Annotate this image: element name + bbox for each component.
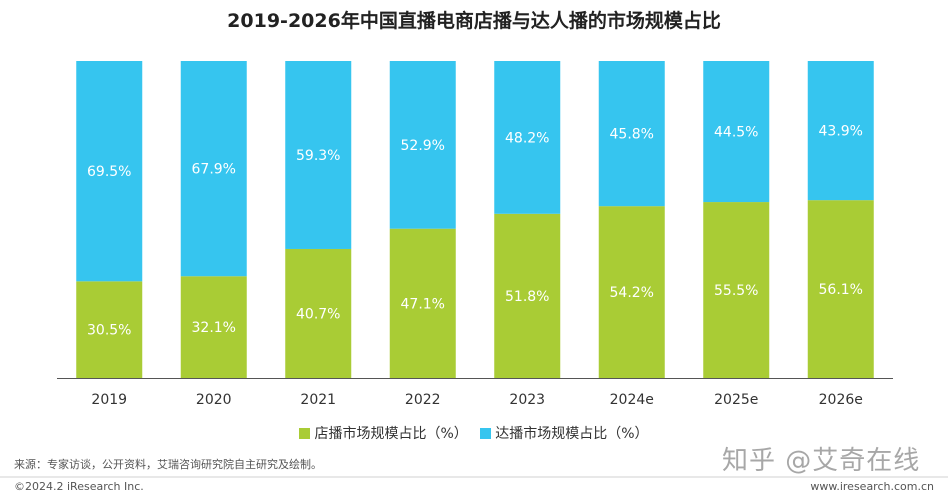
legend-swatch-influencer bbox=[480, 427, 492, 439]
data-label-influencer-2021: 59.3% bbox=[296, 148, 340, 164]
bar-store-2025e bbox=[703, 202, 770, 378]
bar-influencer-2023 bbox=[494, 61, 561, 214]
footer-divider bbox=[0, 476, 948, 478]
legend-swatch-store bbox=[299, 427, 311, 439]
legend-item-influencer: 达播市场规模占比（%） bbox=[480, 423, 649, 443]
x-tick-label-2026e: 2026e bbox=[819, 392, 863, 408]
watermark: 知乎 @艾奇在线 bbox=[722, 446, 921, 476]
x-tick-label-2023: 2023 bbox=[509, 392, 545, 408]
data-label-influencer-2024e: 45.8% bbox=[610, 127, 654, 143]
bar-store-2021 bbox=[285, 248, 352, 378]
bar-store-2024e bbox=[598, 206, 665, 378]
data-label-influencer-2019: 69.5% bbox=[87, 164, 131, 180]
chart-legend: 店播市场规模占比（%） 达播市场规模占比（%） bbox=[0, 423, 948, 443]
legend-label-influencer: 达播市场规模占比（%） bbox=[495, 426, 649, 442]
legend-item-store: 店播市场规模占比（%） bbox=[299, 423, 468, 443]
x-tick-label-2021: 2021 bbox=[300, 392, 336, 408]
stacked-bar-chart: 30.5% 69.5% 2019 32.1% 67.9% 2020 40.7% 59.3% 20… bbox=[57, 61, 893, 408]
bar-store-2020 bbox=[180, 276, 247, 378]
copyright: ©2024.2 iResearch Inc. bbox=[14, 480, 144, 493]
x-tick-label-2022: 2022 bbox=[405, 392, 441, 408]
bar-store-2023 bbox=[494, 213, 561, 378]
bar-influencer-2021 bbox=[285, 61, 352, 249]
bar-influencer-2022 bbox=[389, 61, 456, 229]
bar-influencer-2026e bbox=[807, 61, 874, 201]
data-label-store-2019: 30.5% bbox=[87, 323, 131, 339]
bar-influencer-2020 bbox=[180, 61, 247, 277]
bar-store-2019 bbox=[76, 281, 143, 378]
x-tick-label-2024e: 2024e bbox=[610, 392, 654, 408]
site-url: www.iresearch.com.cn bbox=[810, 480, 934, 493]
data-label-store-2021: 40.7% bbox=[296, 306, 340, 322]
data-label-store-2025e: 55.5% bbox=[714, 283, 758, 299]
legend-label-store: 店播市场规模占比（%） bbox=[314, 426, 468, 442]
data-label-influencer-2022: 52.9% bbox=[401, 138, 445, 154]
source-note: 来源：专家访谈，公开资料，艾瑞咨询研究院自主研究及绘制。 bbox=[14, 458, 322, 471]
x-tick-label-2025e: 2025e bbox=[714, 392, 758, 408]
data-label-influencer-2020: 67.9% bbox=[192, 162, 236, 178]
data-label-store-2023: 51.8% bbox=[505, 289, 549, 305]
data-label-influencer-2025e: 44.5% bbox=[714, 125, 758, 141]
bar-store-2026e bbox=[807, 200, 874, 378]
data-label-store-2024e: 54.2% bbox=[610, 285, 654, 301]
data-label-store-2020: 32.1% bbox=[192, 320, 236, 336]
data-label-store-2026e: 56.1% bbox=[819, 282, 863, 298]
data-label-influencer-2023: 48.2% bbox=[505, 130, 549, 146]
bar-influencer-2019 bbox=[76, 61, 143, 282]
data-label-influencer-2026e: 43.9% bbox=[819, 124, 863, 140]
bar-influencer-2025e bbox=[703, 61, 770, 203]
bar-store-2022 bbox=[389, 228, 456, 378]
bar-influencer-2024e bbox=[598, 61, 665, 207]
x-tick-label-2019: 2019 bbox=[91, 392, 127, 408]
x-tick-label-2020: 2020 bbox=[196, 392, 232, 408]
data-label-store-2022: 47.1% bbox=[401, 296, 445, 312]
chart-title: 2019-2026年中国直播电商店播与达人播的市场规模占比 bbox=[227, 10, 721, 32]
